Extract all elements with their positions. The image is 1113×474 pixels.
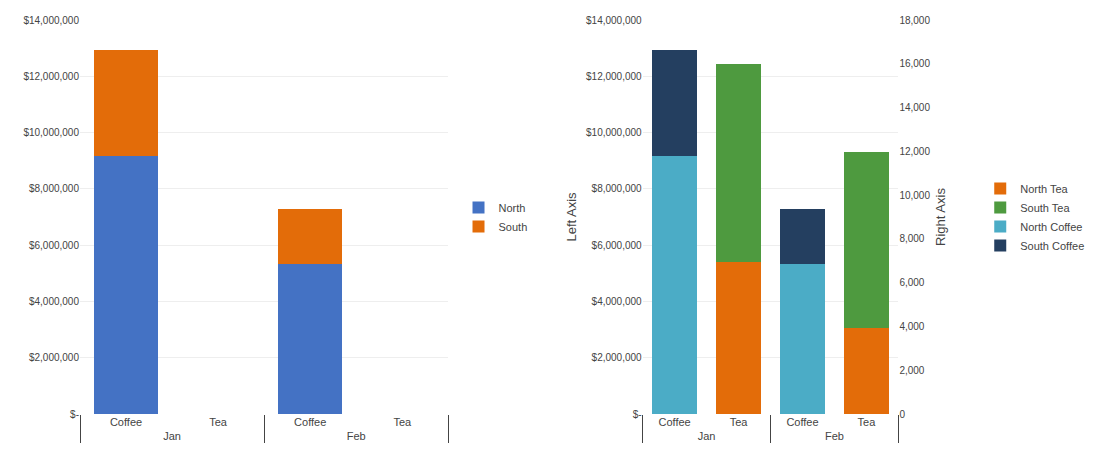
svg-text:North: North	[499, 202, 526, 214]
svg-text:$14,000,000: $14,000,000	[586, 15, 642, 26]
svg-text:$6,000,000: $6,000,000	[592, 240, 642, 251]
svg-text:$-: $-	[70, 409, 79, 420]
svg-text:$8,000,000: $8,000,000	[29, 183, 79, 194]
svg-text:$4,000,000: $4,000,000	[29, 296, 79, 307]
svg-text:10,000: 10,000	[899, 190, 930, 201]
svg-text:Jan: Jan	[698, 430, 716, 442]
svg-text:Tea: Tea	[393, 416, 412, 428]
svg-text:$6,000,000: $6,000,000	[29, 240, 79, 251]
svg-text:Tea: Tea	[730, 416, 749, 428]
svg-text:South Tea: South Tea	[1020, 202, 1070, 214]
svg-text:Tea: Tea	[209, 416, 228, 428]
svg-text:14,000: 14,000	[899, 102, 930, 113]
svg-text:Tea: Tea	[858, 416, 877, 428]
svg-text:Feb: Feb	[825, 430, 844, 442]
svg-text:North Tea: North Tea	[1020, 183, 1068, 195]
svg-text:$10,000,000: $10,000,000	[586, 127, 642, 138]
svg-text:South Coffee: South Coffee	[1020, 240, 1084, 252]
svg-text:North Coffee: North Coffee	[1020, 221, 1082, 233]
svg-text:$2,000,000: $2,000,000	[29, 352, 79, 363]
svg-text:$-: $-	[633, 409, 642, 420]
svg-text:$8,000,000: $8,000,000	[592, 183, 642, 194]
svg-text:0: 0	[899, 409, 905, 420]
svg-text:4,000: 4,000	[899, 321, 924, 332]
svg-text:16,000: 16,000	[899, 58, 930, 69]
svg-text:Coffee: Coffee	[294, 416, 326, 428]
svg-text:6,000: 6,000	[899, 277, 924, 288]
svg-text:8,000: 8,000	[899, 233, 924, 244]
svg-text:Left Axis: Left Axis	[564, 192, 579, 242]
svg-text:Coffee: Coffee	[659, 416, 691, 428]
svg-text:$14,000,000: $14,000,000	[23, 15, 79, 26]
svg-text:12,000: 12,000	[899, 146, 930, 157]
svg-text:$4,000,000: $4,000,000	[592, 296, 642, 307]
svg-text:$10,000,000: $10,000,000	[23, 127, 79, 138]
svg-text:Jan: Jan	[163, 430, 181, 442]
svg-text:South: South	[499, 221, 528, 233]
svg-text:$12,000,000: $12,000,000	[586, 71, 642, 82]
svg-text:18,000: 18,000	[899, 15, 930, 26]
svg-text:$2,000,000: $2,000,000	[592, 352, 642, 363]
svg-text:2,000: 2,000	[899, 365, 924, 376]
svg-text:Feb: Feb	[347, 430, 366, 442]
svg-text:Coffee: Coffee	[110, 416, 142, 428]
svg-text:Right Axis: Right Axis	[933, 188, 948, 246]
svg-text:$12,000,000: $12,000,000	[23, 71, 79, 82]
svg-text:Coffee: Coffee	[786, 416, 818, 428]
